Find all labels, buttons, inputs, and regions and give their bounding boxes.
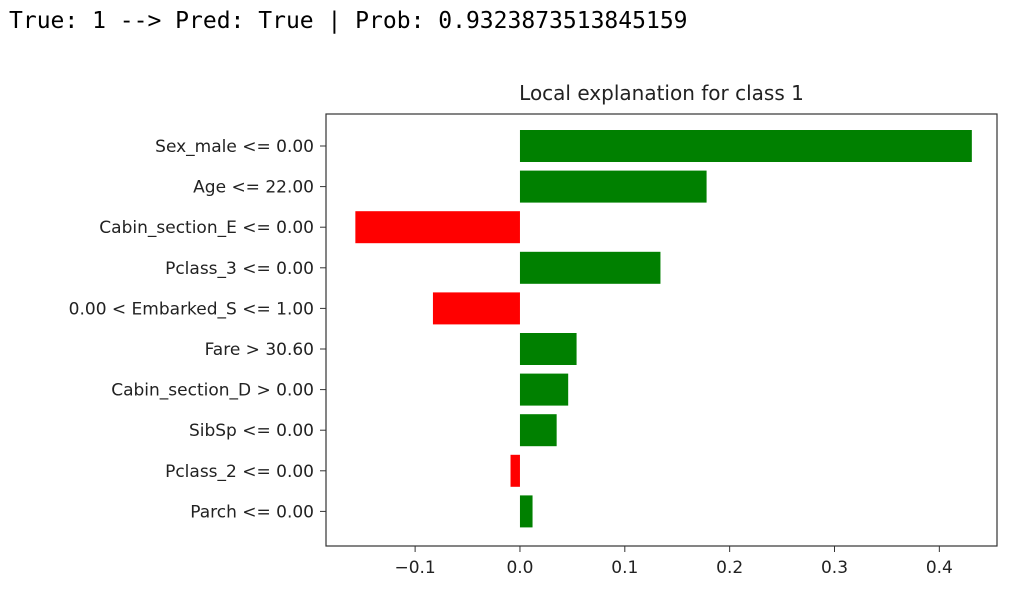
category-label: Sex_male <= 0.00 <box>155 137 314 157</box>
x-tick-label: 0.3 <box>821 558 848 578</box>
chart-title: Local explanation for class 1 <box>519 81 804 105</box>
category-label: Pclass_2 <= 0.00 <box>165 462 314 482</box>
bar-9 <box>510 454 520 487</box>
category-label: Age <= 22.00 <box>193 178 314 198</box>
category-labels-group: Sex_male <= 0.00 Age <= 22.00 Cabin_sectio… <box>69 137 326 522</box>
x-tick-label: 0.0 <box>506 558 533 578</box>
category-label: Cabin_section_D > 0.00 <box>111 381 314 401</box>
category-label: Parch <= 0.00 <box>190 502 314 522</box>
bar-10 <box>519 495 533 528</box>
bars-group <box>355 130 972 528</box>
bar-3 <box>355 211 520 244</box>
bar-8 <box>519 414 557 447</box>
x-tick-label: −0.1 <box>394 558 435 578</box>
x-tick-label: 0.2 <box>716 558 743 578</box>
bar-1 <box>519 130 972 162</box>
x-tick-label: 0.1 <box>611 558 638 578</box>
x-tick-label: 0.4 <box>926 558 953 578</box>
category-label: Pclass_3 <= 0.00 <box>165 259 314 279</box>
category-label: Fare > 30.60 <box>205 340 314 360</box>
bar-2 <box>519 170 707 203</box>
category-label: Cabin_section_E <= 0.00 <box>99 218 314 238</box>
bar-4 <box>519 251 661 284</box>
plot-frame <box>325 113 998 547</box>
category-label: 0.00 < Embarked_S <= 1.00 <box>69 299 314 319</box>
bar-7 <box>519 373 569 406</box>
category-label: SibSp <= 0.00 <box>189 421 314 441</box>
bar-6 <box>519 333 577 365</box>
prediction-output-line: True: 1 --> Pred: True | Prob: 0.9323873… <box>9 8 688 34</box>
bar-5 <box>432 292 520 325</box>
x-ticks-group: −0.1 0.0 0.1 0.2 0.3 0.4 <box>394 546 953 578</box>
